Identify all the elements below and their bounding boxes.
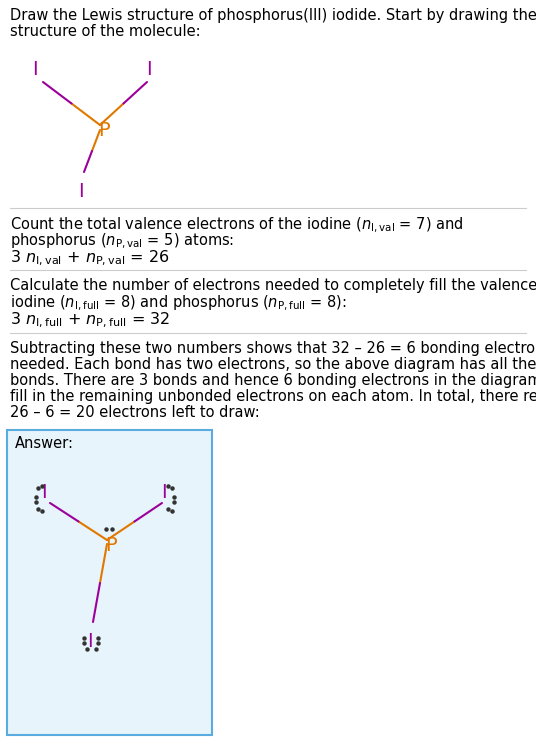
Text: I: I [32, 60, 38, 79]
Text: 26 – 6 = 20 electrons left to draw:: 26 – 6 = 20 electrons left to draw: [10, 405, 260, 420]
Text: bonds. There are 3 bonds and hence 6 bonding electrons in the diagram. Lastly,: bonds. There are 3 bonds and hence 6 bon… [10, 373, 536, 388]
Text: 3 $n_\mathrm{I,full}$ + $n_\mathrm{P,full}$ = 32: 3 $n_\mathrm{I,full}$ + $n_\mathrm{P,ful… [10, 311, 170, 331]
Text: I: I [78, 182, 84, 201]
Text: structure of the molecule:: structure of the molecule: [10, 24, 200, 39]
Text: I: I [41, 483, 47, 502]
Text: I: I [87, 632, 93, 651]
Text: Draw the Lewis structure of phosphorus(III) iodide. Start by drawing the overall: Draw the Lewis structure of phosphorus(I… [10, 8, 536, 23]
Text: Answer:: Answer: [15, 436, 74, 451]
Text: Count the total valence electrons of the iodine ($n_\mathrm{I,val}$ = 7) and: Count the total valence electrons of the… [10, 216, 464, 236]
Text: 3 $n_\mathrm{I,val}$ + $n_\mathrm{P,val}$ = 26: 3 $n_\mathrm{I,val}$ + $n_\mathrm{P,val}… [10, 249, 170, 269]
Text: Subtracting these two numbers shows that 32 – 26 = 6 bonding electrons are: Subtracting these two numbers shows that… [10, 341, 536, 356]
Text: I: I [161, 483, 167, 502]
Text: Calculate the number of electrons needed to completely fill the valence shells f: Calculate the number of electrons needed… [10, 278, 536, 293]
Text: I: I [146, 60, 152, 79]
Text: P: P [98, 121, 110, 140]
Text: phosphorus ($n_\mathrm{P,val}$ = 5) atoms:: phosphorus ($n_\mathrm{P,val}$ = 5) atom… [10, 232, 234, 251]
Text: needed. Each bond has two electrons, so the above diagram has all the necessary: needed. Each bond has two electrons, so … [10, 357, 536, 372]
Text: iodine ($n_\mathrm{I,full}$ = 8) and phosphorus ($n_\mathrm{P,full}$ = 8):: iodine ($n_\mathrm{I,full}$ = 8) and pho… [10, 294, 347, 313]
Text: fill in the remaining unbonded electrons on each atom. In total, there remain: fill in the remaining unbonded electrons… [10, 389, 536, 404]
FancyBboxPatch shape [7, 430, 212, 735]
Text: P: P [105, 536, 117, 555]
